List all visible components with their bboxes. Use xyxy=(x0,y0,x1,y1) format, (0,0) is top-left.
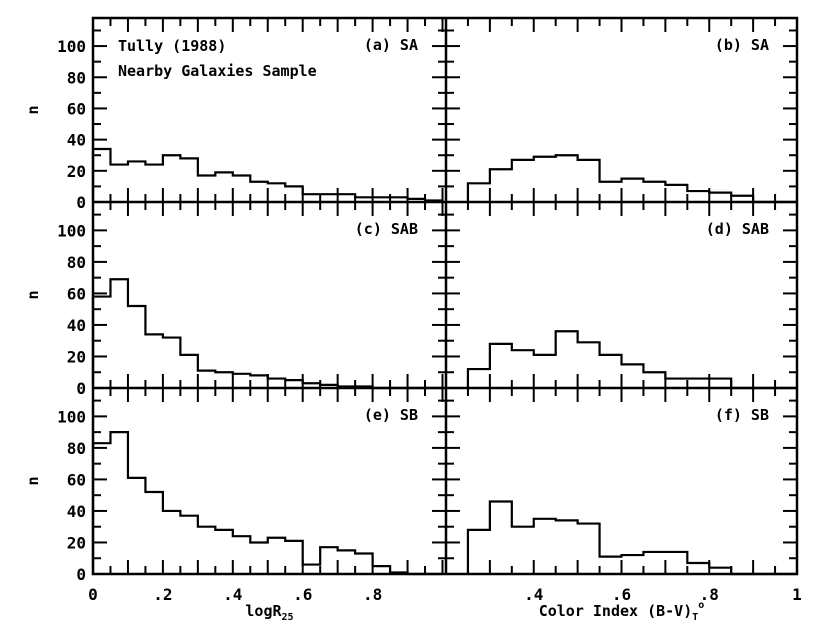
x-axis-label: Color Index (B-V)To xyxy=(539,600,705,623)
y-tick-label: 60 xyxy=(67,470,86,489)
x-tick-label: .4 xyxy=(223,585,242,604)
y-tick-label: 60 xyxy=(67,284,86,303)
y-tick-label: 40 xyxy=(67,131,86,150)
x-tick-label: .4 xyxy=(524,585,543,604)
x-axis-label-subscript: 25 xyxy=(282,612,294,623)
y-tick-label: 80 xyxy=(67,439,86,458)
y-tick-label: 100 xyxy=(57,221,86,240)
panel-label: (b) SA xyxy=(715,36,769,54)
chart-annotation-line1: Tully (1988) xyxy=(118,37,226,55)
y-axis-label: n xyxy=(24,105,42,114)
y-tick-label: 0 xyxy=(76,565,86,584)
x-axis-label-text: Color Index (B-V) xyxy=(539,602,693,620)
x-tick-label: 1 xyxy=(792,585,802,604)
y-tick-label: 40 xyxy=(67,502,86,521)
y-tick-label: 20 xyxy=(67,533,86,552)
y-tick-label: 20 xyxy=(67,162,86,181)
x-axis-label-subscript: T xyxy=(692,612,698,623)
panel-label: (e) SB xyxy=(364,406,418,424)
histogram-outline xyxy=(466,500,797,576)
y-tick-label: 0 xyxy=(76,193,86,212)
x-tick-label: .2 xyxy=(153,585,172,604)
panel-frames xyxy=(91,16,799,576)
x-tick-label: .6 xyxy=(612,585,631,604)
x-tick-label: .8 xyxy=(700,585,719,604)
y-tick-label: 60 xyxy=(67,99,86,118)
histogram-outline xyxy=(91,431,443,576)
panel-label: (f) SB xyxy=(715,406,769,424)
y-tick-label: 80 xyxy=(67,68,86,87)
histogram-outline xyxy=(91,278,443,390)
chart-annotation-line2: Nearby Galaxies Sample xyxy=(118,62,317,80)
histogram-outline xyxy=(91,147,444,202)
tick-marks xyxy=(92,18,798,575)
panel-label: (a) SA xyxy=(364,36,418,54)
x-tick-label: .8 xyxy=(363,585,382,604)
x-axis-label: logR25 xyxy=(245,602,293,623)
histogram-steps xyxy=(91,147,797,576)
y-axis-label: n xyxy=(24,290,42,299)
y-tick-label: 100 xyxy=(57,37,86,56)
x-tick-label: 0 xyxy=(88,585,98,604)
panel-label: (d) SAB xyxy=(706,220,769,238)
panel-label: (c) SAB xyxy=(355,220,418,238)
histogram-outline xyxy=(466,154,797,204)
y-tick-label: 40 xyxy=(67,316,86,335)
tick-labels: 0 20 40 60 80 100 n 0 20 40 60 80 100 n 0 20 40 60 80 100 n 0… xyxy=(24,37,802,623)
x-axis-label-text: logR xyxy=(245,602,282,620)
annotations: Tully (1988) Nearby Galaxies Sample (a) … xyxy=(118,36,769,424)
y-tick-label: 20 xyxy=(67,347,86,366)
y-axis-label: n xyxy=(24,476,42,485)
x-axis-label-superscript: o xyxy=(698,600,704,611)
x-tick-label: .6 xyxy=(293,585,312,604)
y-tick-label: 0 xyxy=(76,379,86,398)
y-tick-label: 80 xyxy=(67,253,86,272)
y-tick-label: 100 xyxy=(57,407,86,426)
histogram-outline xyxy=(466,330,797,390)
